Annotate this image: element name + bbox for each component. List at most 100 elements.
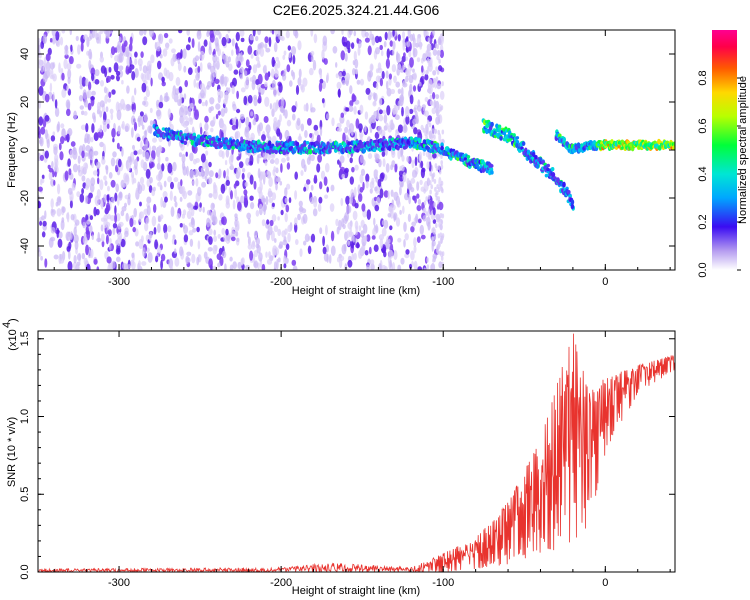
noise-speckle — [310, 233, 316, 243]
noise-speckle — [438, 187, 441, 192]
noise-speckle — [232, 77, 237, 87]
noise-speckle — [244, 193, 248, 204]
noise-speckle — [106, 123, 110, 130]
noise-speckle — [60, 123, 65, 129]
noise-speckle — [250, 54, 254, 59]
noise-speckle — [435, 66, 438, 72]
noise-speckle — [307, 245, 312, 255]
trace-mark — [546, 167, 550, 172]
noise-speckle — [90, 137, 94, 143]
noise-speckle — [126, 173, 129, 179]
noise-speckle — [299, 248, 303, 257]
noise-speckle — [73, 110, 77, 121]
noise-speckle — [149, 176, 153, 184]
noise-speckle — [196, 256, 200, 266]
noise-speckle — [225, 87, 229, 94]
noise-speckle — [400, 146, 404, 157]
noise-speckle — [92, 170, 98, 176]
noise-speckle — [432, 49, 438, 56]
noise-speckle — [116, 44, 121, 53]
noise-speckle — [282, 54, 286, 61]
noise-speckle — [274, 157, 280, 165]
noise-speckle — [438, 58, 441, 64]
noise-speckle — [416, 236, 421, 244]
noise-speckle — [164, 231, 169, 240]
noise-speckle — [354, 164, 359, 171]
noise-speckle — [127, 264, 131, 269]
noise-speckle — [257, 130, 261, 137]
noise-speckle — [84, 78, 89, 87]
noise-speckle — [111, 260, 116, 269]
trace-mark — [372, 148, 377, 153]
noise-speckle — [237, 201, 242, 211]
noise-speckle — [122, 262, 127, 270]
noise-speckle — [264, 72, 269, 81]
noise-speckle — [93, 258, 98, 265]
noise-speckle — [394, 163, 398, 173]
noise-speckle — [207, 81, 212, 88]
noise-speckle — [349, 176, 354, 185]
noise-speckle — [433, 202, 437, 208]
noise-speckle — [183, 234, 189, 243]
noise-speckle — [377, 67, 383, 74]
noise-speckle — [205, 150, 209, 156]
noise-speckle — [171, 238, 175, 245]
noise-speckle — [113, 62, 119, 73]
noise-speckle — [417, 266, 422, 270]
noise-speckle — [167, 108, 171, 119]
noise-speckle — [294, 171, 299, 180]
noise-speckle — [126, 105, 132, 111]
noise-speckle — [103, 175, 107, 181]
noise-speckle — [42, 62, 47, 72]
noise-speckle — [162, 48, 168, 57]
noise-speckle — [48, 171, 53, 181]
noise-speckle — [221, 150, 225, 159]
noise-speckle — [228, 155, 234, 166]
noise-speckle — [79, 84, 83, 90]
noise-speckle — [286, 119, 292, 127]
noise-speckle — [50, 227, 56, 234]
noise-speckle — [259, 47, 265, 57]
trace-mark — [196, 134, 201, 139]
noise-speckle — [284, 228, 288, 235]
x-tick-label: -300 — [108, 276, 130, 288]
noise-speckle — [253, 230, 258, 238]
noise-speckle — [247, 236, 251, 246]
noise-speckle — [303, 240, 307, 246]
noise-speckle — [67, 187, 73, 195]
noise-speckle — [414, 156, 418, 167]
noise-speckle — [82, 221, 86, 229]
noise-speckle — [292, 71, 296, 81]
noise-speckle — [244, 181, 249, 187]
noise-speckle — [70, 44, 73, 52]
noise-speckle — [258, 190, 263, 200]
noise-speckle — [141, 124, 145, 130]
noise-speckle — [38, 59, 43, 69]
noise-speckle — [382, 109, 386, 115]
noise-speckle — [129, 217, 134, 228]
noise-speckle — [284, 212, 288, 223]
noise-speckle — [117, 158, 122, 168]
noise-speckle — [346, 230, 350, 239]
noise-speckle — [378, 158, 382, 168]
noise-speckle — [335, 73, 339, 79]
noise-speckle — [434, 192, 438, 198]
noise-speckle — [118, 235, 122, 243]
noise-speckle — [137, 181, 141, 191]
spectrogram-marks — [38, 30, 675, 270]
noise-speckle — [147, 125, 153, 134]
noise-speckle — [423, 207, 427, 213]
noise-speckle — [240, 87, 246, 93]
y-tick-label: 0.0 — [19, 564, 31, 579]
noise-speckle — [192, 158, 197, 165]
noise-speckle — [261, 134, 266, 142]
noise-speckle — [237, 261, 242, 270]
noise-speckle — [266, 219, 270, 225]
noise-speckle — [235, 31, 240, 42]
trace-mark — [253, 147, 258, 153]
noise-speckle — [235, 118, 239, 130]
noise-speckle — [265, 124, 271, 134]
noise-speckle — [73, 164, 78, 171]
